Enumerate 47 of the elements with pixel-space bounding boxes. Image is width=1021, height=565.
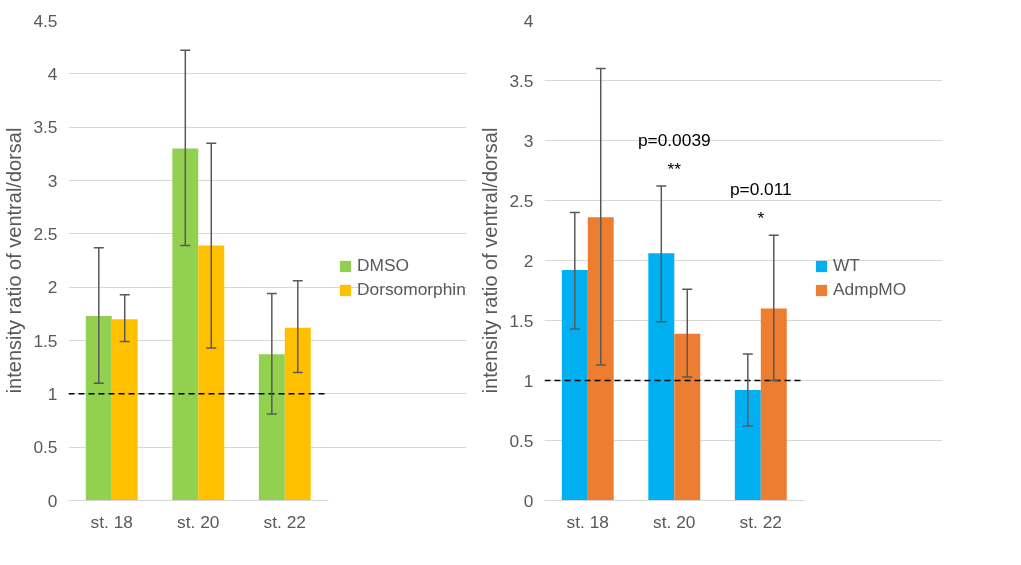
annotation: p=0.0039	[637, 130, 711, 151]
y-tick-label: 2	[523, 250, 534, 271]
y-tick-label: 3	[523, 130, 534, 151]
legend-label: WT	[833, 255, 860, 276]
legend-label: Dorsomorphin	[357, 279, 466, 300]
bar	[587, 217, 614, 501]
bar	[674, 333, 701, 501]
bar	[284, 327, 311, 501]
legend-label: AdmpMO	[833, 279, 907, 300]
y-tick-label: 4.5	[33, 10, 58, 31]
bar	[734, 390, 761, 501]
x-tick-label: st. 22	[263, 511, 306, 532]
y-tick-label: 1.5	[33, 330, 58, 351]
annotation: **	[667, 158, 682, 179]
y-tick-label: 0.5	[33, 437, 58, 458]
annotation: *	[757, 208, 765, 229]
y-tick-label: 0	[47, 490, 58, 511]
y-tick-label: 4	[47, 63, 58, 84]
y-tick-label: 0	[523, 490, 534, 511]
y-tick-label: 2.5	[33, 223, 58, 244]
y-tick-label: 2.5	[509, 190, 534, 211]
bar	[172, 148, 199, 501]
bar	[111, 319, 138, 501]
x-tick-label: st. 18	[90, 511, 133, 532]
bar	[198, 245, 225, 501]
y-axis-title: intensity ratio of ventral/dorsal	[3, 127, 26, 394]
y-tick-label: 3.5	[33, 117, 58, 138]
bar	[561, 270, 588, 501]
bar	[648, 253, 675, 501]
y-tick-label: 2	[47, 277, 58, 298]
bar	[760, 308, 787, 501]
y-tick-label: 1	[47, 383, 58, 404]
bar	[85, 315, 112, 501]
y-tick-label: 3	[47, 170, 58, 191]
bar	[258, 354, 285, 501]
x-tick-label: st. 22	[739, 511, 782, 532]
legend-label: DMSO	[357, 255, 409, 276]
y-tick-label: 1.5	[509, 310, 534, 331]
y-tick-label: 4	[523, 10, 534, 31]
y-tick-label: 0.5	[509, 430, 534, 451]
x-tick-label: st. 20	[653, 511, 696, 532]
x-tick-label: st. 20	[177, 511, 220, 532]
x-tick-label: st. 18	[566, 511, 609, 532]
annotation: p=0.011	[729, 179, 792, 200]
y-axis-title: intensity ratio of ventral/dorsal	[479, 127, 502, 394]
y-tick-label: 3.5	[509, 70, 534, 91]
y-tick-label: 1	[523, 370, 534, 391]
